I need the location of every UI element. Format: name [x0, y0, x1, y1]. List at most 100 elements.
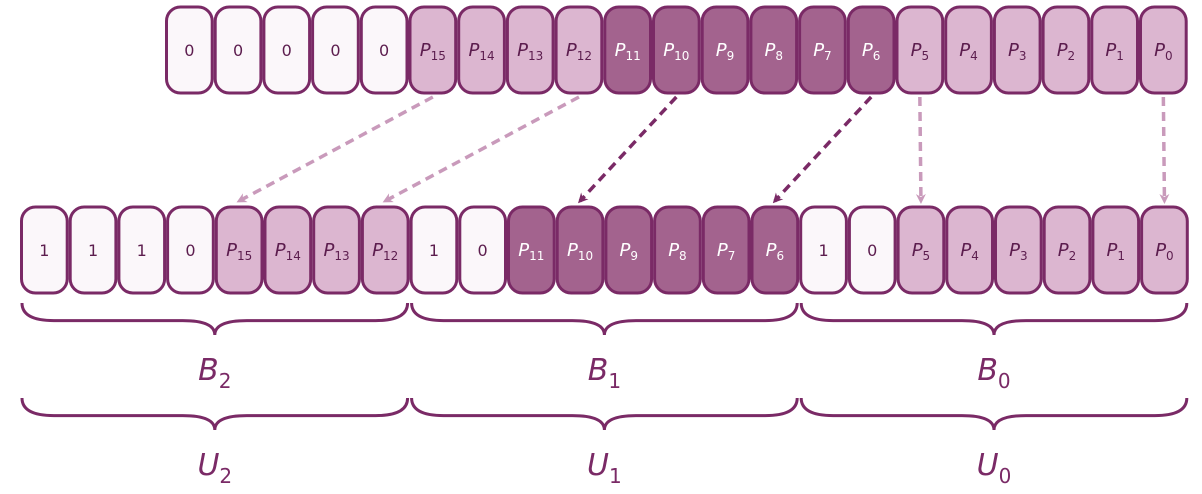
bottom-row-cell: P0: [1140, 205, 1189, 295]
cell-box: [262, 5, 312, 95]
cell-box: [263, 205, 313, 295]
cell-label: P6: [766, 240, 785, 263]
cell-box: [507, 205, 556, 295]
top-row-cell: P14: [457, 5, 506, 95]
cell-box: [944, 5, 993, 95]
cell-label: P12: [372, 240, 398, 263]
top-row-cell: 0: [359, 5, 409, 95]
u-brace: [410, 397, 799, 431]
cell-box: [1041, 5, 1091, 95]
top-row-cell: P2: [1041, 5, 1091, 95]
cell-box: [799, 205, 848, 295]
brace-label: U0: [977, 448, 1012, 488]
cell-box: [603, 5, 652, 95]
bottom-row-cell: P2: [1042, 205, 1092, 295]
bottom-row-cell: 0: [847, 205, 897, 295]
cell-label: P15: [420, 40, 446, 63]
bottom-row-cell: 1: [409, 205, 459, 295]
cell-box: [408, 5, 458, 95]
bottom-row-cell: 1: [117, 205, 167, 295]
cell-label: P8: [765, 40, 784, 63]
cell-label: P1: [1105, 40, 1124, 63]
cell-box: [311, 5, 360, 95]
bottom-row-cell: 0: [458, 205, 507, 295]
cell-box: [945, 205, 994, 295]
cell-label: P7: [717, 240, 736, 263]
cell-label: P1: [1107, 240, 1126, 263]
bottom-row-cell: P4: [945, 205, 994, 295]
cell-box: [1042, 205, 1092, 295]
top-row-cell: P1: [1090, 5, 1140, 95]
cell-label: 1: [818, 241, 828, 260]
brace-label: B2: [198, 353, 231, 393]
bottom-row-cell: 1: [20, 205, 69, 295]
cell-box: [505, 5, 555, 95]
cell-label: 1: [429, 241, 439, 260]
cell-label: P4: [960, 240, 979, 263]
cell-label: 0: [330, 41, 340, 60]
cell-label: P13: [517, 40, 543, 63]
bottom-row-cell: 1: [799, 205, 848, 295]
cell-label: 1: [88, 241, 98, 260]
cell-label: P6: [862, 40, 881, 63]
cell-label: P9: [620, 240, 639, 263]
cell-label: P2: [1058, 240, 1077, 263]
bottom-row-cell: P7: [701, 205, 751, 295]
bottom-row-cell: P1: [1091, 205, 1141, 295]
cell-box: [604, 205, 654, 295]
bottom-row: 1 1 1 0 P15 P14 P13 P12 1 0 P11 P10 P9 P8 P7 P6 1 0 P5 P4 P3…: [20, 205, 1189, 295]
b-brace: [20, 302, 410, 336]
top-row-cell: P7: [798, 5, 847, 95]
brace-label: U1: [587, 448, 622, 488]
cell-box: [701, 205, 751, 295]
cell-box: [117, 205, 167, 295]
cell-box: [312, 205, 361, 295]
bottom-row-cell: P14: [263, 205, 313, 295]
cell-label: P14: [468, 40, 494, 63]
bottom-row-cell: P6: [750, 205, 800, 295]
cell-label: P5: [911, 40, 930, 63]
bottom-row-cell: P15: [214, 205, 264, 295]
cell-box: [896, 205, 946, 295]
top-row-cell: 0: [165, 5, 214, 95]
cell-box: [20, 205, 69, 295]
cell-label: 0: [478, 241, 488, 260]
cell-label: P0: [1155, 240, 1174, 263]
cell-label: P8: [668, 240, 687, 263]
cell-box: [653, 205, 702, 295]
top-row-cell: P4: [944, 5, 993, 95]
bottom-row-cell: 1: [68, 205, 118, 295]
cell-label: P4: [959, 40, 978, 63]
top-row-cell: P8: [749, 5, 799, 95]
cell-label: P9: [716, 40, 735, 63]
cell-box: [360, 205, 410, 295]
cell-box: [798, 5, 847, 95]
cell-label: 0: [282, 41, 292, 60]
cell-label: P13: [323, 240, 349, 263]
bottom-row-cell: P5: [896, 205, 946, 295]
bottom-row-cell: P12: [360, 205, 410, 295]
top-row-cell: P12: [554, 5, 604, 95]
top-row-cell: P0: [1139, 5, 1188, 95]
cell-box: [652, 5, 701, 95]
top-row-cell: P11: [603, 5, 652, 95]
b-brace: [799, 302, 1189, 336]
cell-label: 0: [379, 41, 389, 60]
cell-box: [1091, 205, 1141, 295]
top-row-cell: 0: [311, 5, 360, 95]
cell-box: [1139, 5, 1188, 95]
cell-box: [1140, 205, 1189, 295]
braces-layer: B2 U2 B1 U1 B0 U0: [20, 302, 1189, 488]
arrows-layer: [236, 95, 1170, 204]
cell-label: P10: [663, 40, 689, 63]
mapping-arrow: [578, 95, 678, 204]
top-row-cell: P3: [992, 5, 1042, 95]
cell-box: [992, 5, 1042, 95]
cell-box: [555, 205, 605, 295]
top-row-cell: P13: [505, 5, 555, 95]
mapping-arrow: [236, 95, 434, 203]
top-row: 0 0 0 0 0 P15 P14 P13 P12 P11 P10 P9 P8 P7 P6 P5 P4 P3 P2 P…: [165, 5, 1188, 95]
cell-label: P5: [912, 240, 931, 263]
cell-label: 1: [137, 241, 147, 260]
